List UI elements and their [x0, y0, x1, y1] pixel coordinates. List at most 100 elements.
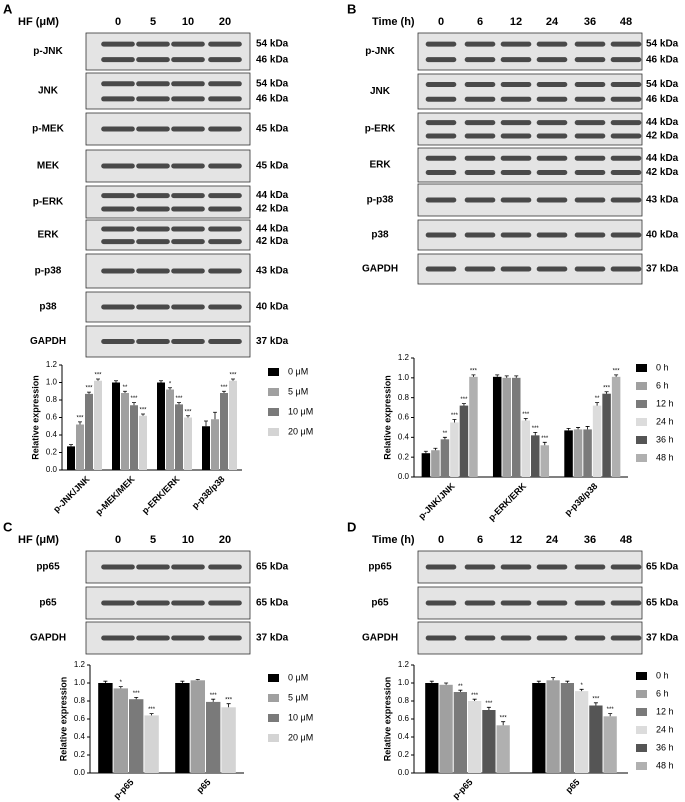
band — [610, 133, 642, 139]
legend-label: 0 μM — [288, 672, 308, 682]
band — [536, 96, 568, 102]
error-bar — [186, 415, 190, 418]
band — [136, 635, 170, 641]
y-tick-label: 0.8 — [74, 696, 86, 705]
legend-swatch — [636, 726, 647, 734]
band — [610, 197, 642, 203]
error-bar — [132, 402, 136, 406]
band — [101, 206, 135, 212]
band — [425, 57, 457, 63]
legend-swatch — [268, 368, 279, 376]
legend-label: 0 h — [656, 362, 669, 372]
x-tick-label: p-p65 — [112, 777, 136, 801]
blot-box — [417, 73, 643, 110]
band — [101, 41, 135, 47]
band — [136, 206, 170, 212]
condition-label: 0 — [115, 16, 121, 28]
bar — [583, 429, 592, 477]
legend-swatch — [636, 418, 647, 426]
bar — [482, 710, 496, 773]
error-bar — [471, 374, 476, 377]
band — [171, 126, 205, 132]
band — [101, 304, 135, 310]
bar — [602, 393, 611, 477]
band — [425, 82, 457, 87]
bar — [453, 692, 467, 773]
y-tick-label: 1.0 — [398, 678, 410, 687]
kda-label: 37 kDa — [646, 633, 679, 644]
y-axis-label: Relative expression — [58, 677, 68, 762]
condition-label: 12 — [510, 16, 522, 28]
error-bar — [614, 374, 619, 377]
error-bar — [536, 680, 541, 683]
band — [208, 304, 242, 310]
band — [610, 169, 642, 175]
bar — [139, 415, 147, 470]
bar — [502, 377, 511, 477]
band — [464, 133, 496, 139]
band — [425, 564, 457, 570]
error-bar — [442, 436, 447, 440]
band — [208, 57, 242, 63]
bar — [221, 707, 236, 773]
error-bar — [551, 677, 556, 681]
significance-label: *** — [500, 715, 508, 721]
panel-letter: B — [347, 1, 356, 16]
band — [464, 169, 496, 175]
kda-label: 65 kDa — [646, 562, 679, 573]
band — [464, 564, 496, 570]
condition-label: 0 — [438, 16, 444, 28]
y-tick-label: 0.6 — [74, 714, 86, 723]
condition-label: 24 — [546, 534, 559, 546]
band — [171, 96, 205, 102]
error-bar — [604, 391, 609, 394]
error-bar — [177, 402, 181, 405]
band — [500, 82, 532, 87]
band — [536, 120, 568, 126]
error-bar — [542, 441, 547, 446]
y-tick-label: 0.2 — [398, 452, 410, 461]
band — [464, 82, 496, 87]
error-bar — [204, 420, 208, 427]
y-tick-label: 1.0 — [398, 373, 410, 382]
band — [610, 635, 642, 641]
y-axis-label: Relative expression — [30, 375, 40, 460]
significance-label: *** — [460, 397, 468, 403]
bar — [130, 405, 138, 470]
band — [208, 193, 242, 199]
condition-label: 5 — [150, 534, 156, 546]
band — [101, 239, 135, 245]
error-bar — [149, 713, 154, 716]
y-tick-label: 0.8 — [398, 696, 410, 705]
condition-label: 10 — [182, 16, 194, 28]
x-tick-label: p65 — [195, 777, 213, 795]
band — [136, 239, 170, 245]
band — [536, 600, 568, 606]
band — [171, 339, 205, 344]
x-tick-label: p-JNK/JNK — [416, 481, 457, 522]
y-tick-label: 0.0 — [46, 465, 58, 474]
error-bar — [458, 689, 463, 692]
kda-label: 37 kDa — [646, 264, 679, 275]
error-bar — [141, 413, 145, 416]
band — [536, 197, 568, 203]
bar — [459, 405, 469, 477]
band — [610, 266, 642, 272]
condition-label: 6 — [477, 16, 483, 28]
panel-letter: D — [347, 519, 356, 534]
legend-label: 20 μM — [288, 732, 313, 742]
error-bar — [123, 390, 127, 393]
significance-label: *** — [541, 436, 549, 442]
kda-label: 65 kDa — [646, 598, 679, 609]
band — [171, 268, 205, 274]
bar — [184, 417, 192, 470]
error-bar — [69, 444, 73, 447]
band — [574, 96, 606, 102]
band — [500, 57, 532, 63]
bar — [450, 422, 459, 477]
significance-label: *** — [220, 385, 228, 391]
x-tick-label: p-p38/p38 — [563, 481, 600, 518]
significance-label: *** — [210, 693, 218, 699]
significance-label: ** — [595, 396, 600, 402]
kda-label: 42 kDa — [646, 131, 679, 142]
